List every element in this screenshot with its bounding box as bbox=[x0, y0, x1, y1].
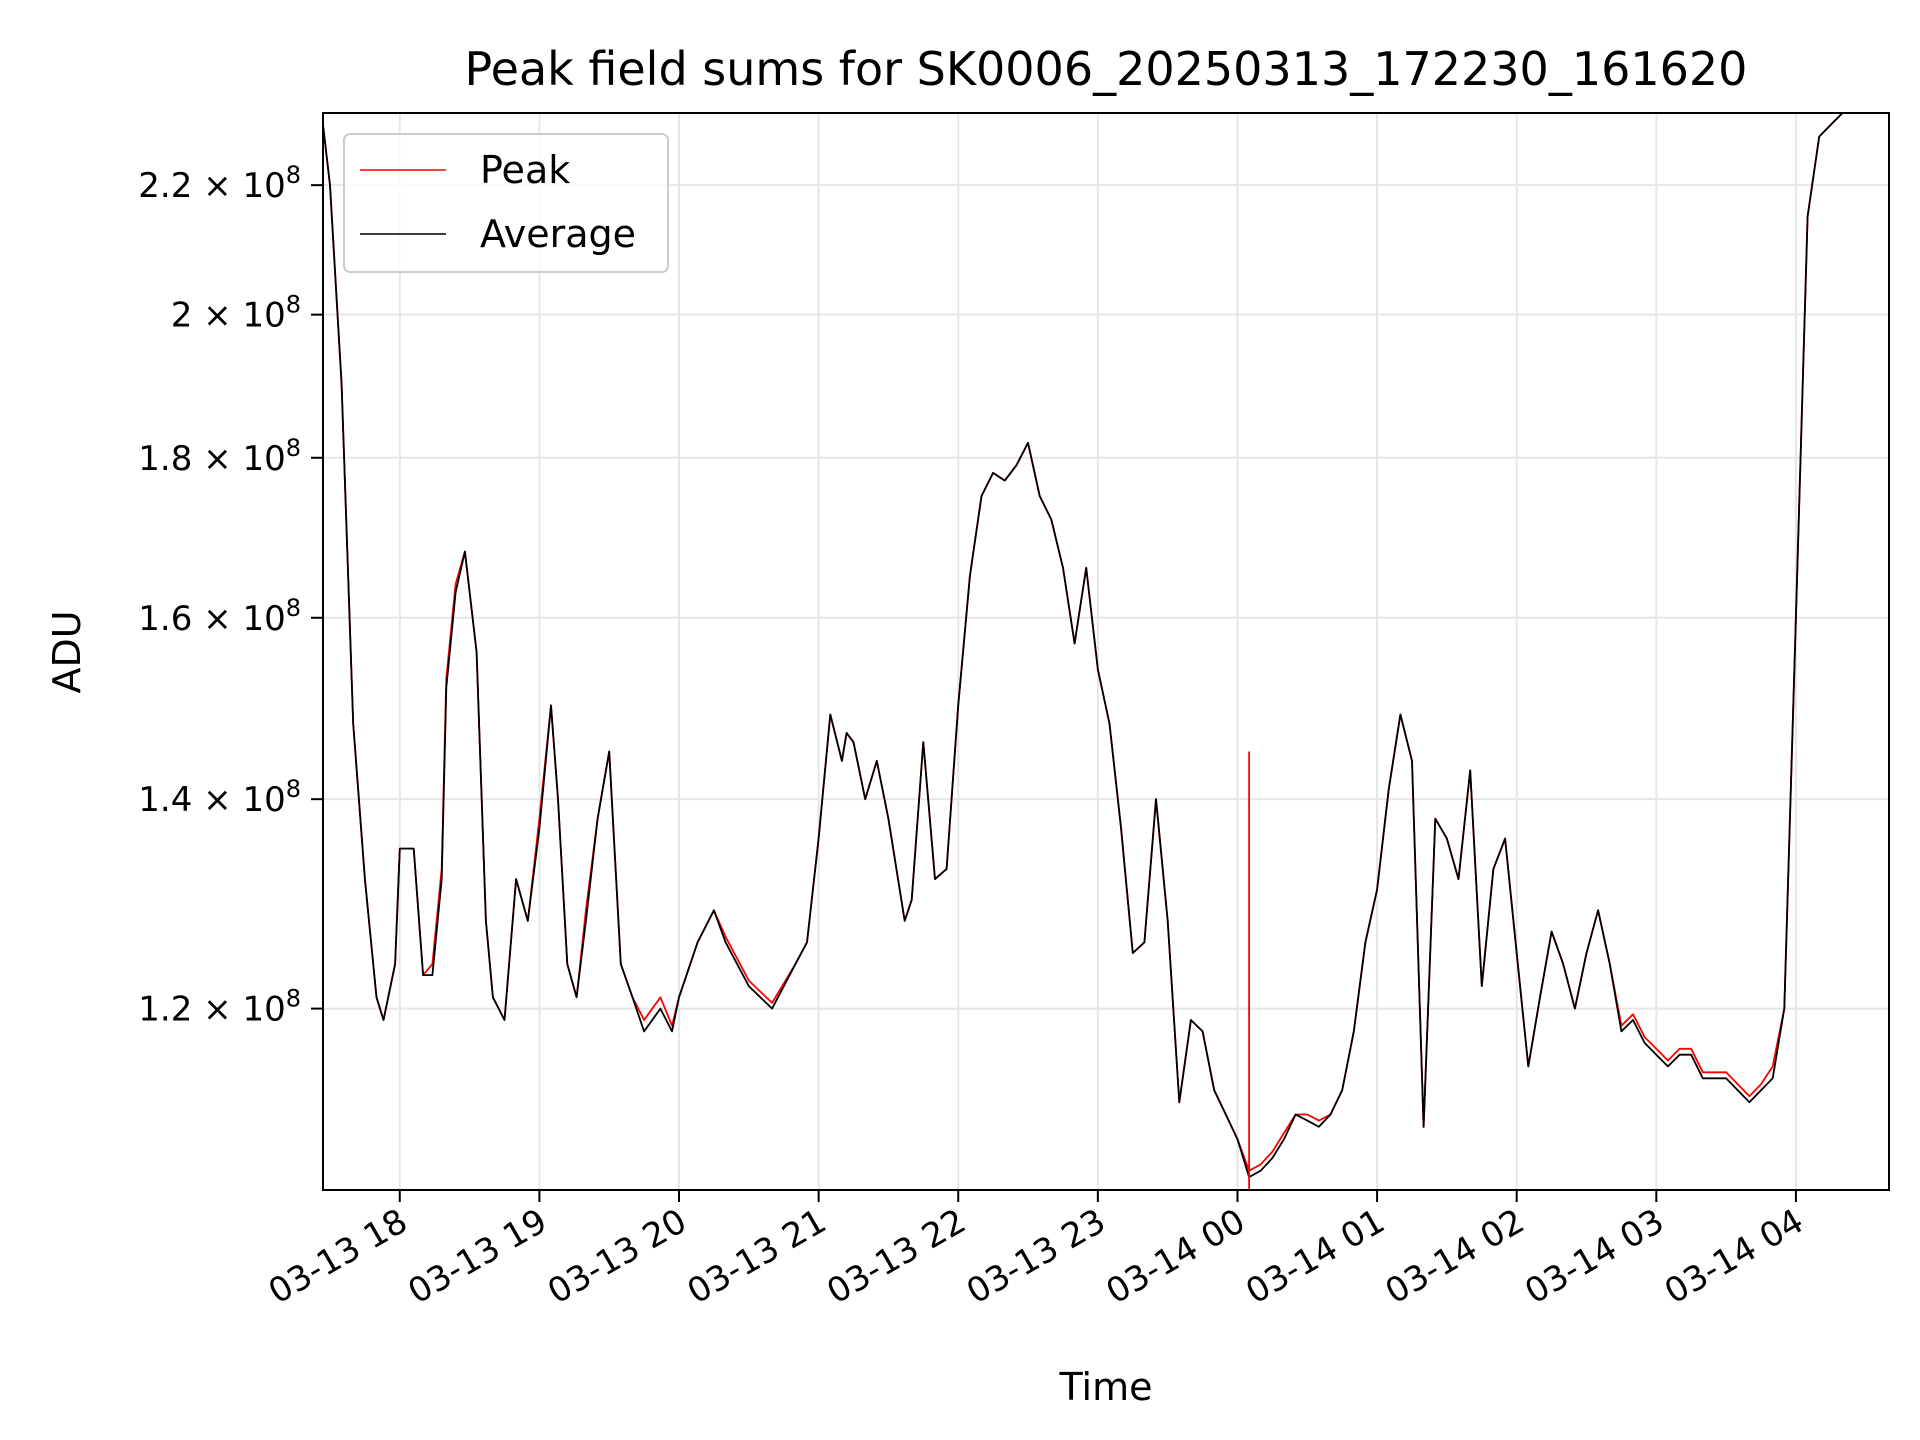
legend-label-peak: Peak bbox=[480, 148, 570, 192]
y-tick-label: 1.8 × 108 bbox=[138, 434, 301, 479]
legend-box bbox=[343, 133, 669, 273]
chart-title: Peak field sums for SK0006_20250313_1722… bbox=[465, 42, 1748, 96]
y-axis-title: ADU bbox=[45, 610, 89, 693]
y-tick-label: 1.4 × 108 bbox=[138, 775, 301, 820]
y-tick-label: 1.2 × 108 bbox=[138, 985, 301, 1030]
legend-label-average: Average bbox=[480, 212, 636, 256]
y-axis: 1.2 × 108 1.4 × 108 1.6 × 108 1.8 × 108 2 × … bbox=[138, 161, 323, 1030]
x-axis-title: Time bbox=[1059, 1365, 1153, 1409]
y-tick-label: 2.2 × 108 bbox=[138, 161, 301, 206]
y-tick-label: 2 × 108 bbox=[171, 291, 301, 336]
grid bbox=[323, 113, 1889, 1190]
series-line-average bbox=[323, 113, 1844, 1178]
legend[interactable]: Peak Average bbox=[343, 133, 669, 273]
y-tick-label: 1.6 × 108 bbox=[138, 594, 301, 639]
plot-area bbox=[323, 113, 1844, 1190]
plot-frame bbox=[322, 112, 1890, 1191]
